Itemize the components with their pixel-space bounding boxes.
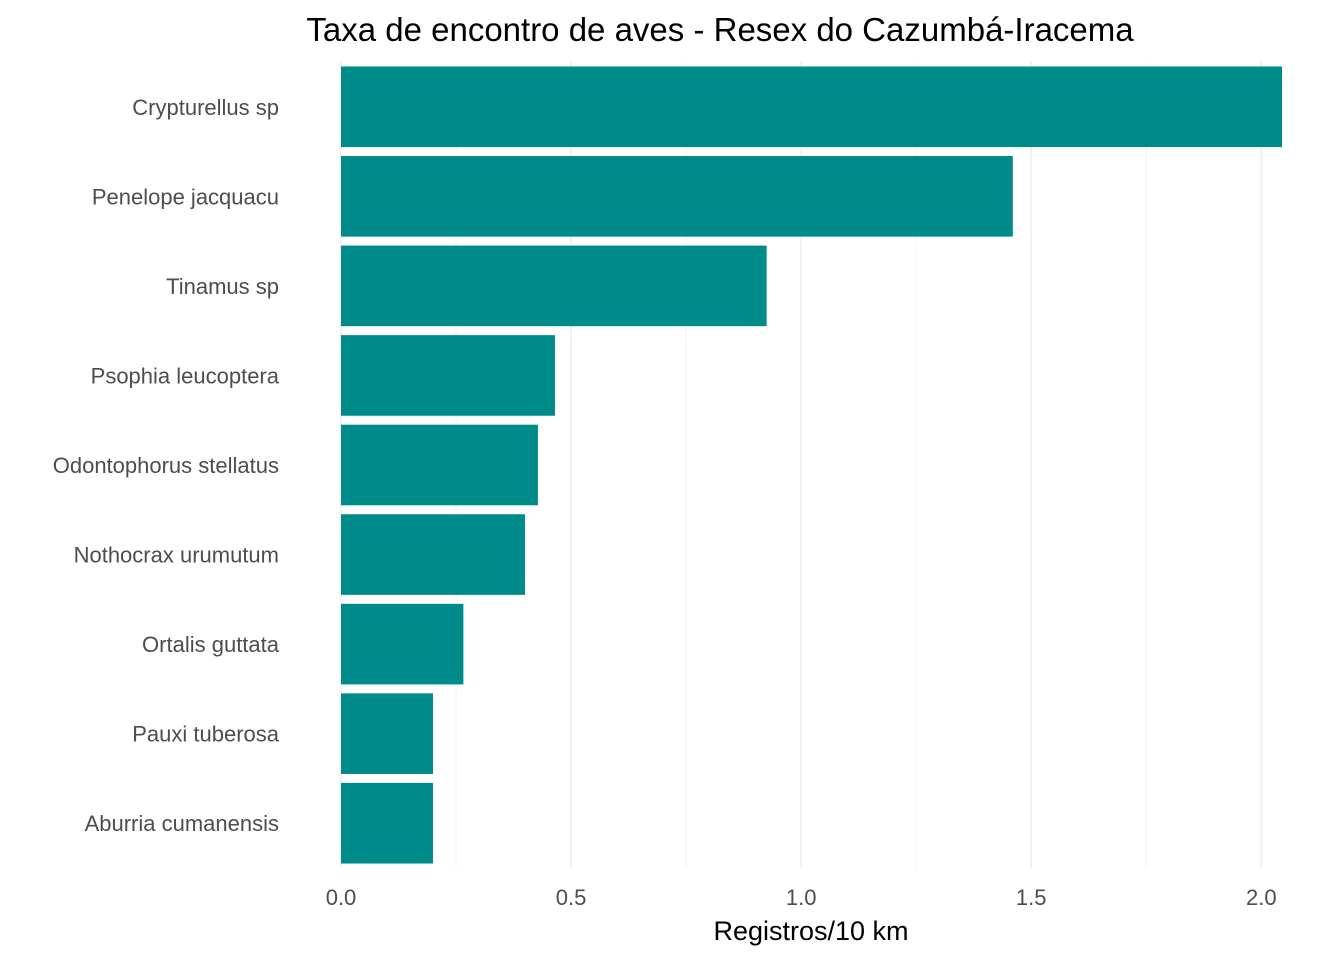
bar xyxy=(341,424,538,506)
x-tick-label: 0.5 xyxy=(556,885,587,910)
category-label: Aburria cumanensis xyxy=(85,811,279,836)
x-axis-title: Registros/10 km xyxy=(713,916,908,946)
bar xyxy=(341,693,434,774)
x-tick-labels: 0.0 0.5 1.0 1.5 2.0 xyxy=(326,885,1277,910)
bar-layer xyxy=(341,66,1282,864)
category-label: Psophia leucoptera xyxy=(91,363,280,388)
category-label: Ortalis guttata xyxy=(142,632,280,657)
category-label: Tinamus sp xyxy=(166,274,279,299)
x-tick-label: 1.0 xyxy=(786,885,817,910)
bar xyxy=(341,66,1282,148)
bar xyxy=(341,514,526,595)
chart-title: Taxa de encontro de aves - Resex do Cazu… xyxy=(306,11,1134,48)
x-tick-label: 1.5 xyxy=(1016,885,1047,910)
bar xyxy=(341,603,464,685)
category-label: Pauxi tuberosa xyxy=(132,722,280,747)
bar xyxy=(341,156,1013,237)
x-tick-label: 0.0 xyxy=(326,885,357,910)
category-labels: Crypturellus sp Penelope jacquacu Tinamus … xyxy=(53,95,280,836)
category-label: Nothocrax urumutum xyxy=(74,543,279,568)
category-label: Odontophorus stellatus xyxy=(53,453,279,478)
category-label: Penelope jacquacu xyxy=(92,184,279,209)
bar xyxy=(341,782,434,864)
x-tick-label: 2.0 xyxy=(1246,885,1277,910)
bar xyxy=(341,335,555,416)
category-label: Crypturellus sp xyxy=(132,95,279,120)
bar xyxy=(341,245,767,327)
